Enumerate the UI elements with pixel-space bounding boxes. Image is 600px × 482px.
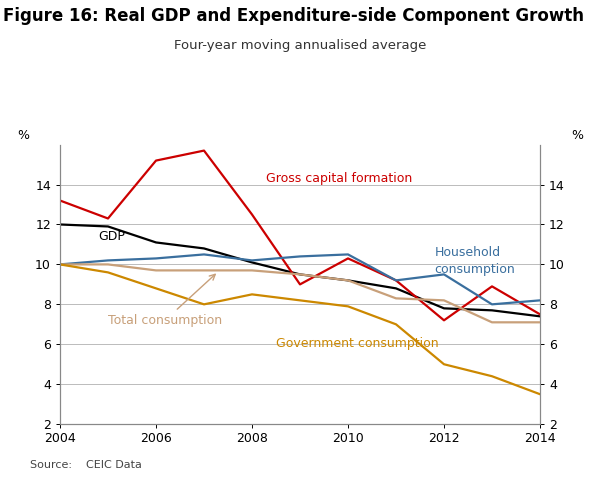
Text: Household
consumption: Household consumption (434, 246, 515, 276)
Text: Government consumption: Government consumption (276, 337, 439, 350)
Text: GDP: GDP (98, 230, 125, 243)
Text: Figure 16: Real GDP and Expenditure-side Component Growth: Figure 16: Real GDP and Expenditure-side… (3, 7, 584, 25)
Text: Source:    CEIC Data: Source: CEIC Data (30, 460, 142, 470)
Text: %: % (17, 129, 29, 142)
Text: Four-year moving annualised average: Four-year moving annualised average (174, 39, 426, 52)
Text: %: % (571, 129, 583, 142)
Text: Gross capital formation: Gross capital formation (266, 172, 413, 185)
Text: Total consumption: Total consumption (108, 274, 222, 327)
